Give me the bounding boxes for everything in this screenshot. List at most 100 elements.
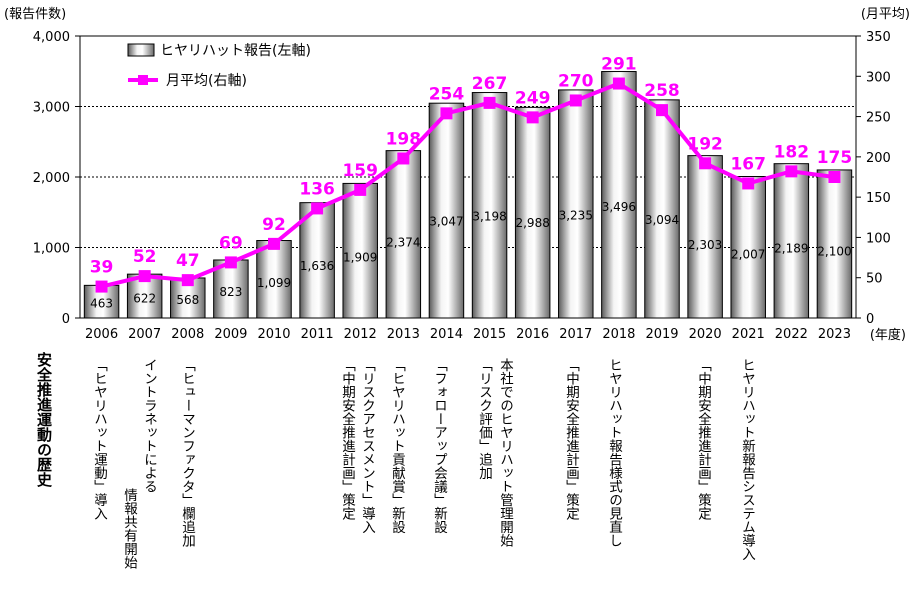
bar [385, 150, 422, 319]
x-tick-label: 2014 [430, 327, 463, 342]
history-event-2013-line2: 「ヒヤリハット貢献賞」新設 [389, 358, 405, 534]
monthly-average-marker [397, 152, 410, 165]
y-left-tick-label: 0 [62, 312, 70, 327]
x-tick-label: 2023 [818, 327, 851, 342]
history-event-2012: 「中期安全推進計画」策定 [339, 358, 355, 520]
history-event-2007-line2: 情報共有開始 [121, 488, 137, 569]
history-event-2015-line2: 「リスク評価」追加 [476, 358, 492, 480]
bar-value-label: 2,988 [515, 216, 549, 230]
monthly-average-marker [483, 96, 496, 109]
x-tick-label: 2015 [473, 327, 506, 342]
bar-value-label: 1,099 [257, 276, 291, 290]
legend-line-marker [138, 75, 148, 85]
bar-value-label: 2,374 [386, 236, 420, 250]
bar [558, 89, 594, 319]
bar [428, 102, 465, 319]
bar-value-label: 463 [90, 296, 113, 310]
y-left-tick-label: 1,000 [33, 242, 70, 257]
monthly-average-marker [95, 280, 108, 293]
monthly-average-label: 182 [774, 142, 810, 162]
y-left-tick-label: 2,000 [33, 171, 70, 186]
chart: 463 622 568 823 1,099 1,636 1,909 2,374 3,047 3,1… [4, 7, 910, 343]
monthly-average-marker [699, 157, 712, 170]
y-right-tick-label: 50 [866, 272, 883, 287]
monthly-average-label: 69 [219, 233, 243, 253]
bar-value-label: 2,303 [688, 238, 722, 252]
bar [730, 176, 766, 319]
x-tick-label: 2006 [85, 327, 118, 342]
monthly-average-label: 39 [90, 258, 114, 278]
bar-value-label: 1,909 [343, 250, 377, 264]
history-event-2015-line1: 本社でのヒヤリハット管理開始 [497, 358, 513, 547]
monthly-average-marker [138, 270, 151, 283]
history-event-2006: 「ヒヤリハット運動」導入 [91, 358, 107, 520]
bar-value-label: 1,636 [300, 259, 334, 273]
monthly-average-marker [526, 111, 539, 124]
monthly-average-label: 249 [515, 88, 551, 108]
bar [342, 182, 378, 319]
x-tick-label: 2021 [732, 327, 765, 342]
bar-value-label: 3,047 [429, 214, 463, 228]
x-tick-label: 2012 [344, 327, 377, 342]
bar-value-label: 3,496 [602, 200, 636, 214]
monthly-average-label: 192 [687, 134, 723, 154]
y-right-axis-label: (月平均) [861, 7, 910, 22]
history-event-2008: 「ヒューマンファクタ」欄追加 [179, 358, 195, 547]
x-tick-label: 2019 [645, 327, 678, 342]
bar [514, 106, 551, 319]
monthly-average-label: 52 [133, 247, 157, 267]
x-tick-label: 2020 [689, 327, 722, 342]
y-left-tick-label: 3,000 [33, 101, 70, 116]
history-event-2014: 「フォローアップ会議」新設 [431, 358, 447, 534]
legend-bar-swatch [127, 43, 155, 57]
history-event-2017: 「中期安全推進計画」策定 [563, 358, 579, 520]
monthly-average-marker [785, 165, 798, 178]
x-tick-label: 2018 [602, 327, 635, 342]
monthly-average-marker [828, 171, 841, 183]
history-event-2007-line1: イントラネットによる [141, 358, 157, 493]
x-tick-label: 2022 [775, 327, 808, 342]
monthly-average-label: 267 [472, 74, 508, 94]
monthly-average-marker [268, 237, 280, 250]
y-right-tick-label: 150 [866, 191, 891, 206]
monthly-average-line [101, 81, 835, 289]
x-tick-label: 2010 [257, 327, 290, 342]
monthly-average-label: 258 [644, 81, 680, 101]
y-right-tick-label: 200 [866, 151, 891, 166]
monthly-average-marker [224, 256, 237, 269]
y-left-axis-label: (報告件数) [4, 7, 66, 22]
y-right-tick-label: 300 [866, 70, 891, 85]
history-title: 安全推進運動の歴史 [35, 352, 53, 487]
monthly-average-marker [181, 274, 194, 287]
monthly-average-label: 270 [558, 71, 594, 91]
x-tick-label: 2017 [559, 327, 592, 342]
bar-value-label: 568 [176, 293, 199, 307]
legend: ヒヤリハット報告(左軸) 月平均(右軸) [127, 43, 311, 89]
history-event-2013-line1: 「リスクアセスメント」導入 [359, 358, 375, 534]
monthly-average-label: 136 [299, 179, 335, 199]
monthly-average-marker [354, 183, 367, 196]
history-event-2021: ヒヤリハット新報告システム導入 [739, 358, 755, 561]
monthly-average-label: 92 [262, 215, 286, 235]
bar [471, 92, 508, 319]
monthly-average-label: 198 [386, 129, 422, 149]
bar-value-label: 622 [133, 291, 156, 305]
monthly-average-label: 159 [342, 161, 378, 181]
bar-value-label: 2,189 [774, 242, 808, 256]
y-right-tick-label: 0 [866, 312, 874, 327]
bar-value-label: 3,094 [645, 213, 679, 227]
x-axis-label: (年度) [870, 327, 906, 343]
y-right-tick-label: 350 [866, 30, 891, 45]
x-tick-label: 2007 [128, 327, 161, 342]
monthly-average-marker [742, 177, 755, 190]
x-tick-label: 2008 [171, 327, 204, 342]
history-event-2020: 「中期安全推進計画」策定 [695, 358, 711, 520]
y-right-tick-label: 250 [866, 111, 891, 126]
bar [816, 169, 853, 319]
monthly-average-label: 254 [429, 84, 465, 104]
bar-value-label: 823 [219, 285, 242, 299]
bar-value-label: 3,235 [559, 208, 593, 222]
bar-value-label: 3,198 [472, 210, 506, 224]
legend-bar-label: ヒヤリハット報告(左軸) [160, 43, 311, 59]
monthly-average-marker [311, 202, 324, 215]
